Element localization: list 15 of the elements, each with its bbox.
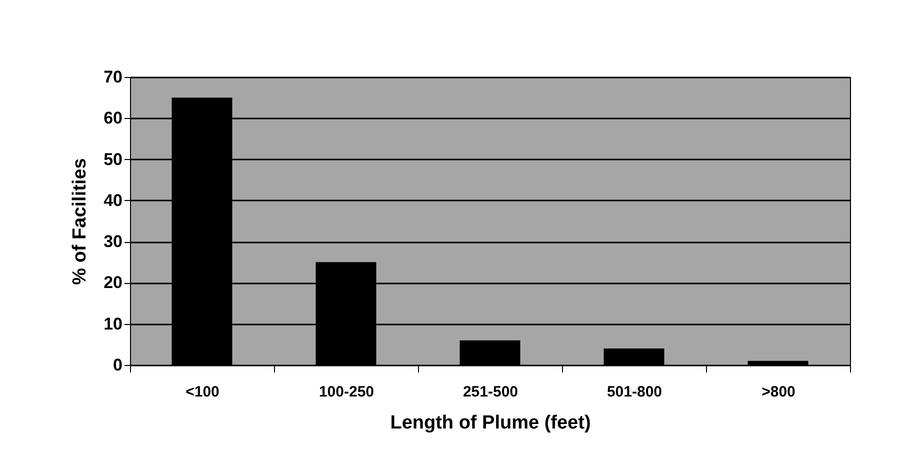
- y-tick-label: 30: [104, 232, 122, 252]
- x-tick-label: 501-800: [606, 384, 662, 400]
- y-tick-label: 20: [104, 273, 122, 292]
- y-tick-label: 70: [104, 68, 122, 86]
- y-tick-label: 10: [104, 314, 122, 334]
- x-tick-label: <100: [186, 384, 220, 400]
- x-tick-label: >800: [762, 384, 796, 400]
- x-tick-label: 100-250: [318, 384, 374, 400]
- x-tick-label: 251-500: [462, 384, 518, 400]
- x-axis-title: Length of Plume (feet): [390, 412, 591, 434]
- y-tick-label: 40: [104, 190, 122, 210]
- y-tick-label: 0: [113, 356, 122, 374]
- y-tick-label: 50: [104, 150, 122, 169]
- y-axis-title: % of Facilities: [70, 158, 91, 285]
- y-tick-label: 60: [104, 108, 122, 128]
